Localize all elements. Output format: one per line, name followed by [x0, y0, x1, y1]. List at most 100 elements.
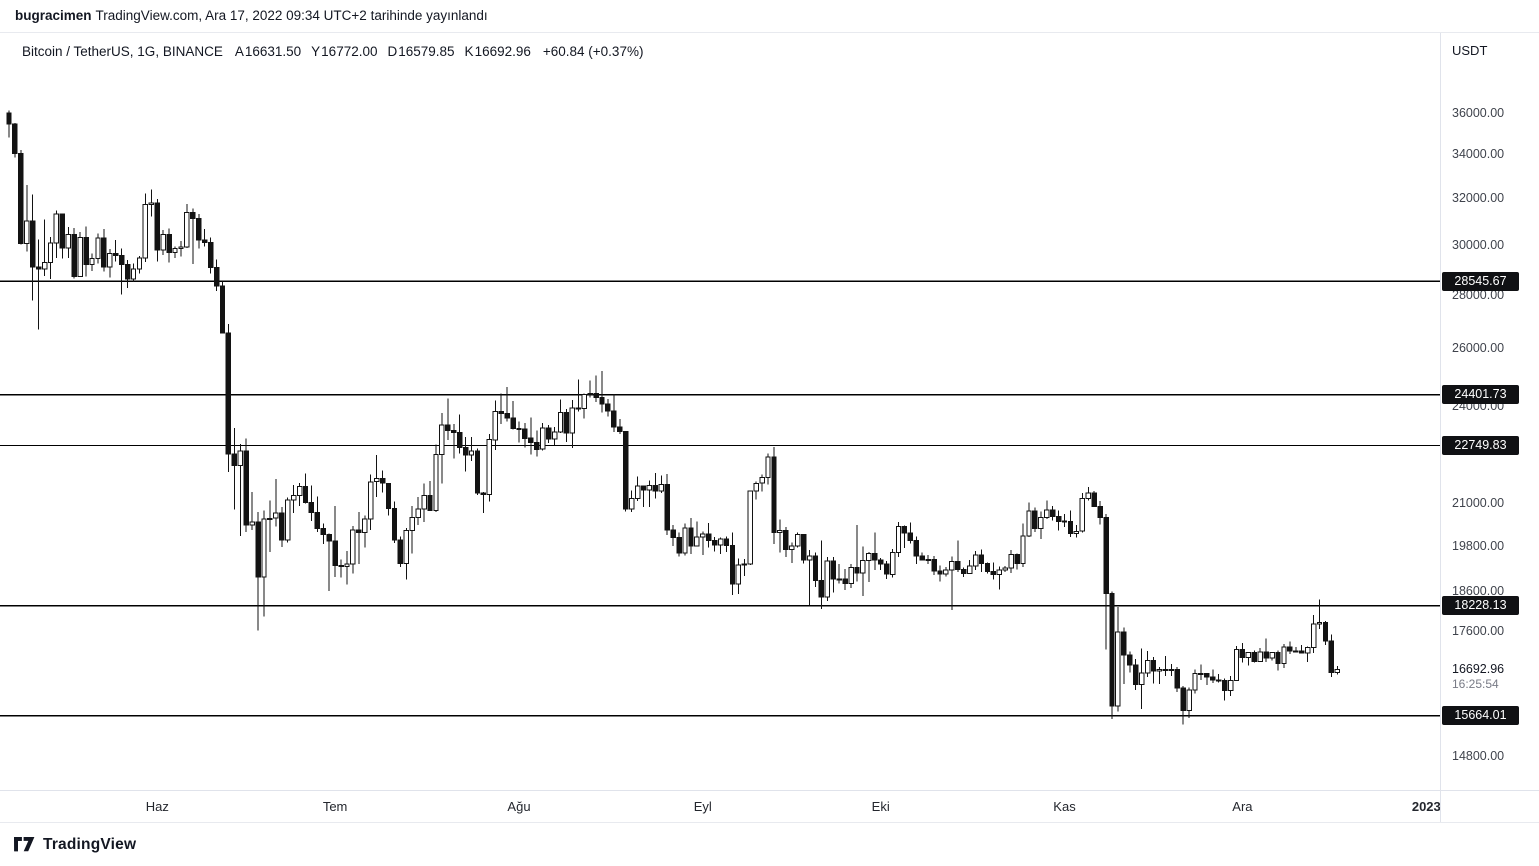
candle-body — [1138, 672, 1145, 686]
ohlc-value-Y: Y16772.00 — [311, 44, 378, 59]
candle-body — [765, 456, 771, 478]
candle-body — [1257, 651, 1263, 662]
candle-body — [350, 529, 356, 565]
candle-body — [528, 437, 534, 443]
candle-body — [225, 332, 232, 455]
candle-body — [207, 242, 214, 269]
candle-body — [658, 483, 664, 492]
candle-body — [711, 540, 718, 546]
price-axis[interactable]: USDT 36000.00 34000.00 32000.00 30000.00 280… — [1440, 33, 1539, 822]
candle-body — [1180, 687, 1186, 711]
candle-body — [617, 426, 623, 433]
candle-body — [1038, 517, 1044, 529]
candle-body — [670, 529, 676, 538]
candle-body — [966, 565, 973, 574]
price-tick-label: 21000.00 — [1452, 495, 1505, 510]
candle-body — [800, 534, 807, 561]
candle-body — [557, 412, 564, 433]
candle-body — [972, 554, 979, 567]
candle-body — [178, 246, 184, 249]
price-tick-label: 18600.00 — [1452, 583, 1505, 598]
symbol-title[interactable]: Bitcoin / TetherUS, 1G, BINANCE — [22, 44, 223, 59]
candle-body — [955, 561, 961, 570]
candle-body — [901, 526, 908, 534]
candle-body — [1299, 650, 1305, 654]
candle-body — [1002, 567, 1008, 571]
candle-body — [492, 411, 498, 441]
candle-body — [1073, 530, 1080, 534]
candle-body — [95, 237, 101, 260]
candle-body — [1322, 622, 1329, 642]
candle-body — [196, 218, 202, 241]
ohlc-values: A16631.50 Y16772.00 D16579.85 K16692.96 — [235, 44, 531, 59]
candle-body — [623, 431, 629, 510]
price-tick-label: 14800.00 — [1452, 749, 1505, 764]
tradingview-brand[interactable]: TradingView — [43, 835, 137, 853]
symbol-legend[interactable]: Bitcoin / TetherUS, 1G, BINANCE A16631.5… — [22, 44, 643, 59]
candle-body — [1049, 509, 1056, 517]
candle-body — [451, 429, 457, 433]
price-level-badge: 22749.83 — [1442, 436, 1519, 455]
price-level-badge: 28545.67 — [1442, 271, 1519, 291]
candle-body — [1245, 652, 1252, 658]
price-level-badge: 18228.13 — [1442, 596, 1519, 616]
candle-body — [83, 237, 89, 266]
candle-body — [1174, 669, 1180, 689]
candle-body — [996, 569, 1003, 575]
candle-body — [1210, 676, 1216, 681]
candle-body — [243, 450, 249, 526]
price-tick-label: 17600.00 — [1452, 623, 1505, 638]
candle-body — [1334, 669, 1341, 673]
candle-body — [866, 553, 872, 561]
candlestick-chart[interactable] — [0, 33, 1440, 790]
candle-body — [107, 253, 113, 268]
candle-body — [468, 450, 475, 456]
candle-body — [290, 494, 297, 501]
candle-body — [18, 153, 24, 244]
price-tick-label: 19800.00 — [1452, 538, 1505, 553]
candle-body — [59, 213, 66, 249]
candle-body — [1204, 673, 1210, 678]
candle-body — [344, 563, 350, 567]
candle-body — [789, 545, 795, 551]
candle-body — [1275, 652, 1281, 665]
candle-body — [1304, 647, 1311, 654]
candle-body — [854, 566, 860, 574]
publish-banner: bugracimen TradingView.com, Ara 17, 2022 … — [0, 0, 1539, 33]
candle-body — [919, 555, 925, 561]
candle-body — [6, 112, 12, 125]
ohlc-value-A: A16631.50 — [234, 44, 302, 59]
candle-body — [676, 536, 682, 554]
candle-body — [1127, 654, 1133, 666]
candle-body — [255, 521, 261, 578]
time-tick-label: Tem — [322, 799, 348, 814]
candle-body — [794, 534, 801, 547]
candle-body — [1055, 516, 1062, 522]
candle-body — [24, 220, 30, 244]
candle-body — [30, 220, 36, 268]
candle-body — [1097, 506, 1103, 518]
candle-body — [462, 446, 469, 456]
candle-body — [581, 394, 587, 410]
candle-body — [439, 424, 445, 456]
candle-body — [569, 407, 576, 434]
candle-body — [379, 478, 386, 484]
time-tick-label: 2023 — [1411, 799, 1441, 814]
candle-body — [1186, 689, 1192, 711]
candle-body — [77, 237, 83, 278]
publish-author: bugracimen — [15, 8, 92, 23]
tradingview-logo-icon[interactable] — [14, 837, 35, 852]
candle-body — [314, 512, 321, 530]
candle-body — [148, 202, 155, 205]
candle-body — [777, 530, 783, 533]
candle-body — [184, 212, 190, 248]
time-axis[interactable]: Haz Tem Ağu Eyl Eki Kas Ara 2023 — [0, 790, 1539, 822]
candle-body — [1293, 650, 1299, 653]
candle-body — [273, 512, 279, 519]
candle-body — [872, 553, 878, 561]
candle-body — [949, 561, 955, 571]
candle-body — [735, 564, 742, 585]
candle-body — [593, 393, 599, 398]
currency-label: USDT — [1452, 43, 1488, 58]
candle-body — [190, 212, 196, 219]
